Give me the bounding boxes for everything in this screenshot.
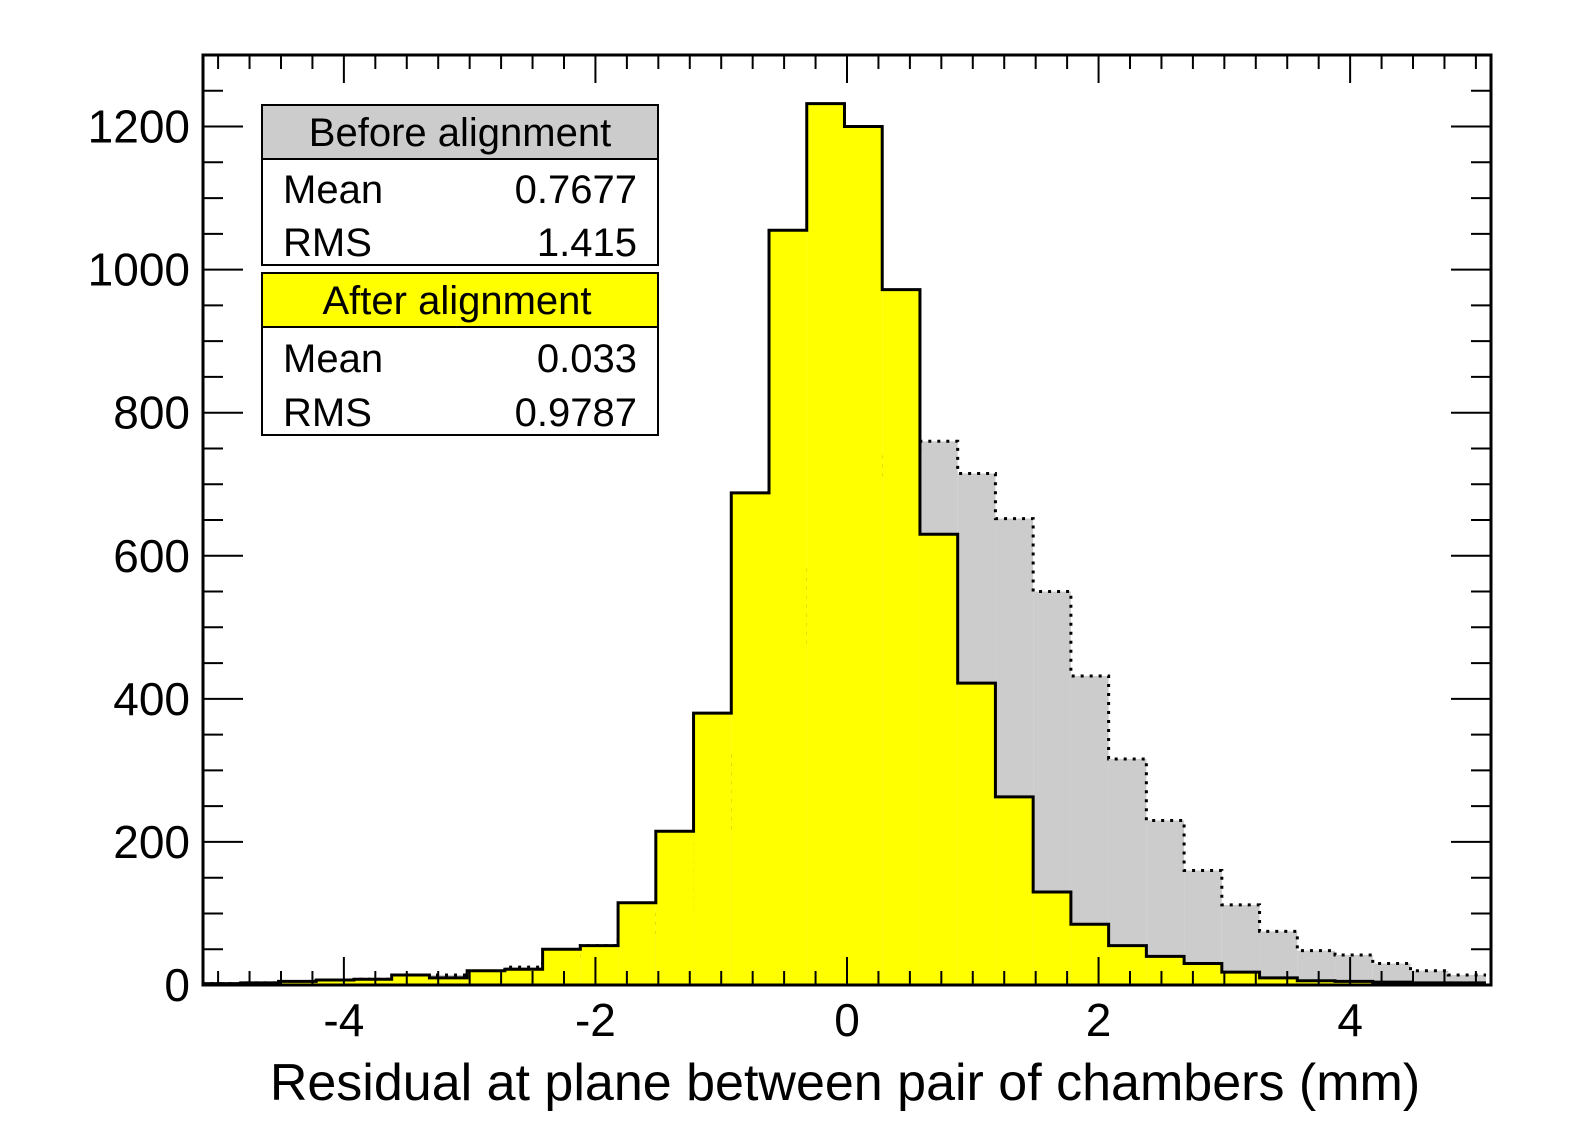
- legend-after-header-box: [261, 272, 659, 328]
- histogram-bar: [1033, 892, 1071, 985]
- histogram-bar: [995, 796, 1034, 985]
- legend-after-stats-box: [261, 326, 659, 436]
- x-tick-label: -2: [575, 994, 616, 1046]
- legend-after-mean-value: 0.033: [537, 337, 637, 381]
- y-tick-label: 200: [113, 816, 190, 868]
- legend-after-mean-label: Mean: [283, 337, 383, 381]
- histogram-bar: [693, 713, 732, 985]
- histogram-bar: [806, 103, 845, 985]
- legend-before-rms-label: RMS: [283, 221, 372, 265]
- y-tick-label: 0: [164, 959, 190, 1011]
- histogram-bar: [1146, 956, 1185, 985]
- histogram-bar: [580, 945, 619, 985]
- x-axis-label: Residual at plane between pair of chambe…: [270, 1054, 1420, 1112]
- after-alignment-outline: [201, 102, 1486, 986]
- x-tick-label: 4: [1337, 994, 1363, 1046]
- histogram-bar: [504, 969, 543, 985]
- axes: 0 200 400 600 800 1000 1200 -4 -2 0 2 4: [88, 54, 1491, 1046]
- histogram-bar: [353, 979, 392, 985]
- histogram-bar: [1259, 977, 1298, 985]
- legend: Before alignment Mean 0.7677 RMS 1.415 A…: [261, 104, 659, 436]
- histogram-bar: [957, 683, 996, 985]
- histogram-bar: [1184, 963, 1222, 985]
- x-tick-label: -4: [323, 994, 364, 1046]
- histogram-bar: [542, 949, 581, 985]
- histogram-bar: [882, 289, 920, 986]
- histogram-bar: [1070, 924, 1109, 985]
- histogram-bar: [278, 981, 317, 985]
- x-tick-label: 2: [1086, 994, 1112, 1046]
- y-tick-label: 800: [113, 387, 190, 439]
- histogram-bar: [1335, 981, 1373, 985]
- x-tick-label: 0: [834, 994, 860, 1046]
- histogram-bar: [1108, 945, 1147, 985]
- y-tick-label: 600: [113, 530, 190, 582]
- histogram-bar: [844, 126, 883, 986]
- histogram-bar: [316, 979, 354, 985]
- histogram-bar: [731, 492, 770, 985]
- legend-before-stats-box: [261, 158, 659, 266]
- plot-frame: [201, 53, 1493, 987]
- legend-before-header-box: [261, 104, 659, 160]
- histogram-bar: [467, 970, 505, 985]
- histogram-bar: [391, 974, 430, 985]
- legend-after-rms-label: RMS: [283, 391, 372, 435]
- legend-before-header: Before alignment: [309, 111, 611, 155]
- histogram-bar: [769, 230, 807, 985]
- y-tick-label: 1200: [88, 101, 190, 153]
- legend-after-header: After alignment: [322, 279, 591, 323]
- histogram-bar: [429, 977, 468, 985]
- legend-after-rms-value: 0.9787: [515, 391, 637, 435]
- histogram-bar: [919, 534, 958, 985]
- legend-before-rms-value: 1.415: [537, 221, 637, 265]
- histogram-bar: [655, 831, 694, 985]
- histogram-bar: [1297, 980, 1336, 985]
- histogram-bar: [1259, 931, 1298, 985]
- histogram-bar: [1221, 972, 1260, 985]
- legend-before-mean-label: Mean: [283, 168, 383, 212]
- histogram-bar: [1448, 974, 1486, 985]
- y-tick-label: 1000: [88, 244, 190, 296]
- histogram-bar: [618, 902, 656, 985]
- y-tick-label: 400: [113, 673, 190, 725]
- legend-before-mean-value: 0.7677: [515, 168, 637, 212]
